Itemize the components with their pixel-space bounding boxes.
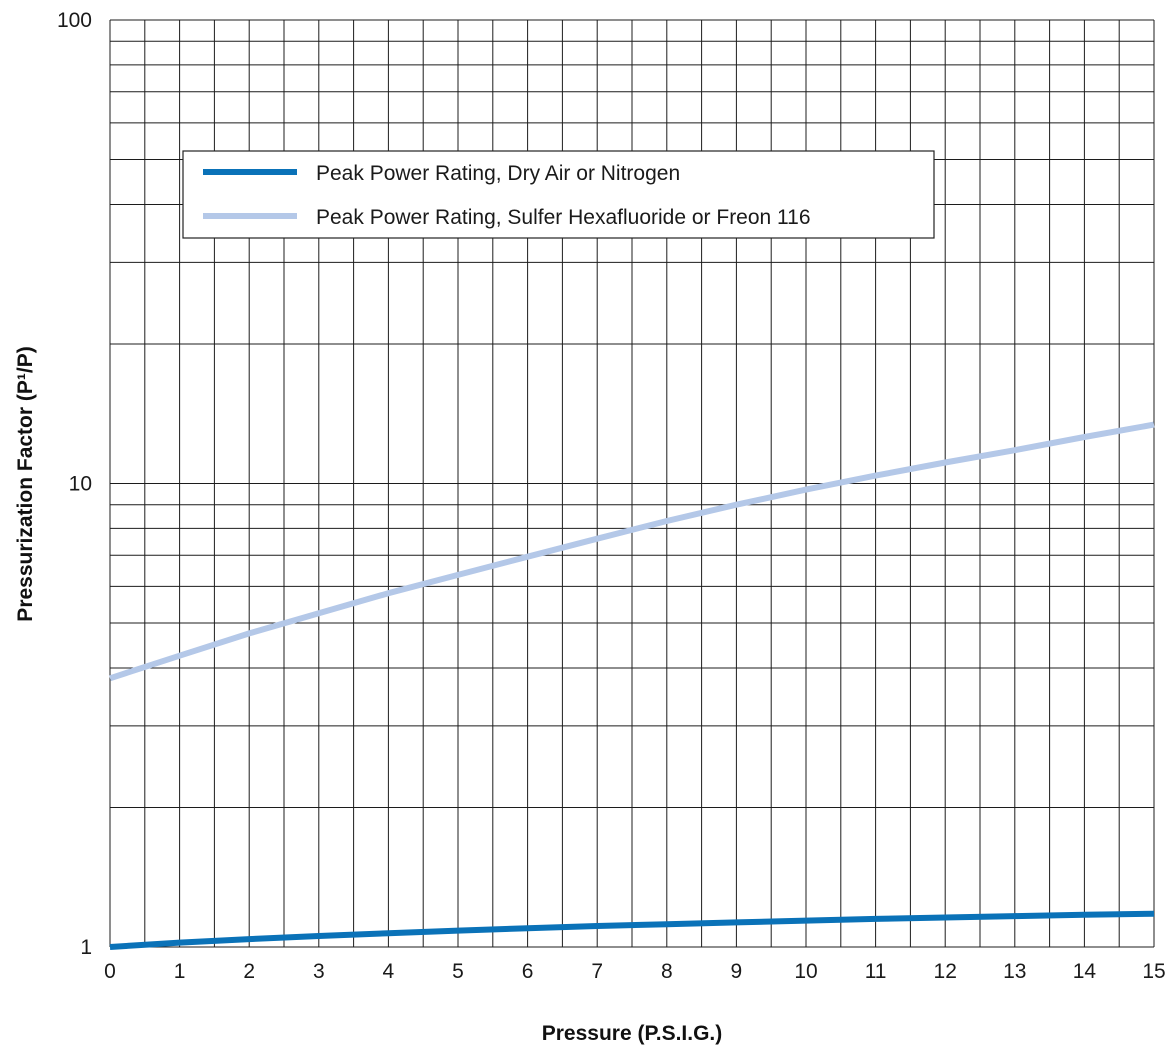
x-tick-label: 14 — [1073, 960, 1097, 983]
x-tick-label: 9 — [731, 960, 743, 983]
legend-label-dry-air: Peak Power Rating, Dry Air or Nitrogen — [316, 162, 680, 185]
x-tick-label: 1 — [174, 960, 186, 983]
y-tick-label: 100 — [57, 9, 92, 32]
y-axis-title: Pressurization Factor (P¹/P) — [14, 346, 37, 621]
x-tick-label: 3 — [313, 960, 325, 983]
x-tick-label: 13 — [1003, 960, 1026, 983]
y-tick-label: 10 — [69, 473, 92, 496]
x-tick-label: 7 — [591, 960, 603, 983]
legend-box — [182, 150, 935, 239]
series-layer — [109, 421, 1155, 950]
x-tick-labels: 0 1 2 3 4 5 6 7 8 9 10 11 12 13 14 15 — [104, 960, 1166, 983]
legend-label-sulfer-hexafluoride: Peak Power Rating, Sulfer Hexafluoride o… — [316, 206, 811, 229]
x-tick-label: 11 — [865, 960, 887, 983]
x-tick-label: 10 — [794, 960, 817, 983]
x-tick-label: 12 — [934, 960, 957, 983]
x-tick-label: 4 — [383, 960, 395, 983]
y-tick-labels: 1 10 100 — [57, 9, 92, 959]
y-tick-label: 1 — [80, 936, 92, 959]
series-line-sulfer-hexafluoride — [109, 421, 1155, 682]
x-tick-label: 2 — [243, 960, 255, 983]
x-tick-label: 6 — [522, 960, 534, 983]
x-tick-label: 8 — [661, 960, 673, 983]
x-axis-title: Pressure (P.S.I.G.) — [542, 1022, 723, 1045]
x-tick-label: 5 — [452, 960, 464, 983]
x-tick-label: 0 — [104, 960, 116, 983]
x-tick-label: 15 — [1142, 960, 1165, 983]
series-line-dry-air — [109, 910, 1155, 950]
legend: Peak Power Rating, Dry Air or Nitrogen P… — [182, 150, 935, 239]
